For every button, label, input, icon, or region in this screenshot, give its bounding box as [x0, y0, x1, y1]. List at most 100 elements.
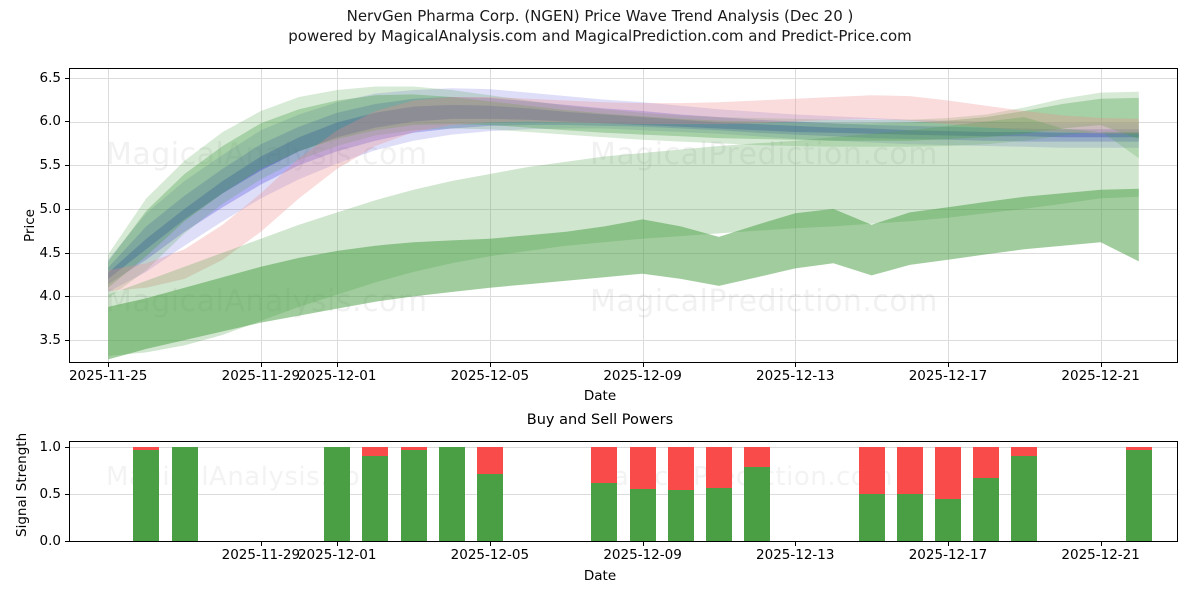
lower-x-tick-mark	[260, 542, 262, 546]
title-line-2: powered by MagicalAnalysis.com and Magic…	[288, 27, 912, 45]
gridline-v	[108, 69, 110, 362]
gridline-h	[70, 340, 1177, 342]
sell-power-segment	[744, 446, 771, 468]
signal-bar[interactable]	[629, 446, 656, 541]
buy-power-segment	[896, 493, 923, 541]
buy-power-segment	[476, 474, 503, 541]
signal-bar[interactable]	[858, 446, 885, 541]
signal-bar[interactable]	[171, 446, 198, 541]
main-y-tick-mark	[65, 252, 69, 254]
sell-power-segment	[935, 446, 961, 499]
lower-y-tick-mark	[65, 541, 69, 542]
main-x-tick-mark	[795, 363, 797, 367]
signal-bar[interactable]	[133, 446, 160, 541]
buy-power-segment	[744, 467, 771, 541]
signal-bar[interactable]	[896, 446, 923, 541]
band-green-upper-inner	[108, 94, 1139, 288]
price-wave-bands	[108, 86, 1139, 360]
buy-power-segment	[667, 490, 694, 541]
buy-power-segment	[973, 477, 1000, 541]
sell-power-segment	[400, 446, 427, 451]
main-y-axis-label: Price	[22, 209, 38, 242]
lower-y-tick-label: 0.0	[39, 533, 61, 549]
signal-bar[interactable]	[935, 446, 961, 541]
main-x-tick-label: 2025-12-09	[603, 368, 682, 384]
buy-power-segment	[324, 446, 351, 541]
sell-power-segment	[629, 446, 656, 490]
lower-chart-title: Buy and Sell Powers	[526, 412, 674, 428]
bars-layer	[70, 442, 1177, 541]
lower-y-tick-label: 0.5	[39, 485, 61, 502]
signal-bar[interactable]	[667, 446, 694, 541]
signal-bar[interactable]	[438, 446, 465, 541]
buy-power-segment	[133, 450, 160, 541]
band-pink-band	[108, 95, 1139, 292]
gridline-h	[70, 493, 1177, 495]
main-x-tick-mark	[337, 363, 339, 367]
main-x-tick-label: 2025-11-29	[221, 368, 301, 384]
main-y-tick-label: 6.5	[39, 69, 61, 86]
signal-bar[interactable]	[744, 446, 771, 541]
lower-y-tick-label: 1.0	[39, 438, 61, 455]
signal-bar[interactable]	[400, 446, 427, 541]
buy-power-segment	[400, 450, 427, 541]
main-x-tick-label: 2025-12-13	[756, 368, 835, 384]
buy-power-segment	[438, 446, 465, 541]
sell-power-segment	[1125, 446, 1152, 450]
sell-power-segment	[858, 446, 885, 494]
gridline-h	[70, 121, 1177, 123]
main-y-tick-mark	[65, 121, 69, 123]
lower-x-tick-mark	[642, 542, 644, 546]
sell-power-segment	[476, 446, 503, 475]
lower-x-tick-label: 2025-12-09	[603, 547, 682, 563]
lower-x-tick-mark	[947, 542, 949, 546]
main-x-tick-mark	[642, 363, 644, 367]
main-y-tick-label: 6.0	[39, 113, 61, 130]
band-blue-outer	[108, 88, 1139, 292]
buy-power-segment	[1125, 449, 1152, 541]
signal-bar[interactable]	[362, 446, 389, 541]
lower-y-tick-mark	[65, 493, 69, 495]
lower-y-axis-label: Signal Strength	[14, 432, 30, 537]
main-y-tick-mark	[65, 340, 69, 342]
buy-power-segment	[705, 488, 732, 541]
buy-power-segment	[935, 498, 961, 541]
main-y-tick-mark	[65, 208, 69, 210]
main-x-tick-label: 2025-12-05	[450, 368, 530, 384]
gridline-v	[260, 69, 262, 362]
lower-x-tick-label: 2025-12-05	[450, 547, 530, 563]
sell-power-segment	[591, 446, 618, 483]
main-x-tick-mark	[108, 363, 110, 367]
band-green-lower-core	[108, 188, 1139, 360]
signal-bar[interactable]	[324, 446, 351, 541]
signal-bar[interactable]	[1011, 446, 1038, 541]
band-green-upper-outer	[108, 86, 1139, 299]
buy-power-segment	[858, 493, 885, 541]
sell-power-segment	[133, 446, 160, 451]
main-y-tick-mark	[65, 77, 69, 79]
signal-bar[interactable]	[1125, 446, 1152, 541]
gridline-h	[70, 208, 1177, 210]
sell-power-segment	[705, 446, 732, 489]
signal-bar[interactable]	[591, 446, 618, 541]
lower-x-tick-label: 2025-12-21	[1061, 547, 1140, 563]
lower-x-tick-label: 2025-12-01	[297, 547, 377, 563]
signal-bar[interactable]	[973, 446, 1000, 541]
main-y-tick-label: 5.5	[39, 157, 61, 174]
main-y-tick-mark	[65, 165, 69, 167]
page-title: NervGen Pharma Corp. (NGEN) Price Wave T…	[0, 6, 1200, 46]
lower-x-tick-label: 2025-11-29	[221, 547, 301, 563]
title-line-1: NervGen Pharma Corp. (NGEN) Price Wave T…	[346, 7, 854, 25]
main-x-tick-mark	[947, 363, 949, 367]
gridline-v	[489, 69, 491, 362]
gridline-h	[70, 165, 1177, 167]
sell-power-segment	[362, 446, 389, 457]
lower-x-axis-label: Date	[583, 568, 617, 584]
buy-power-segment	[171, 446, 198, 541]
signal-bar[interactable]	[476, 446, 503, 541]
lower-x-tick-mark	[1100, 542, 1102, 546]
signal-bar[interactable]	[705, 446, 732, 541]
buy-power-segment	[362, 456, 389, 541]
gridline-h	[70, 77, 1177, 79]
